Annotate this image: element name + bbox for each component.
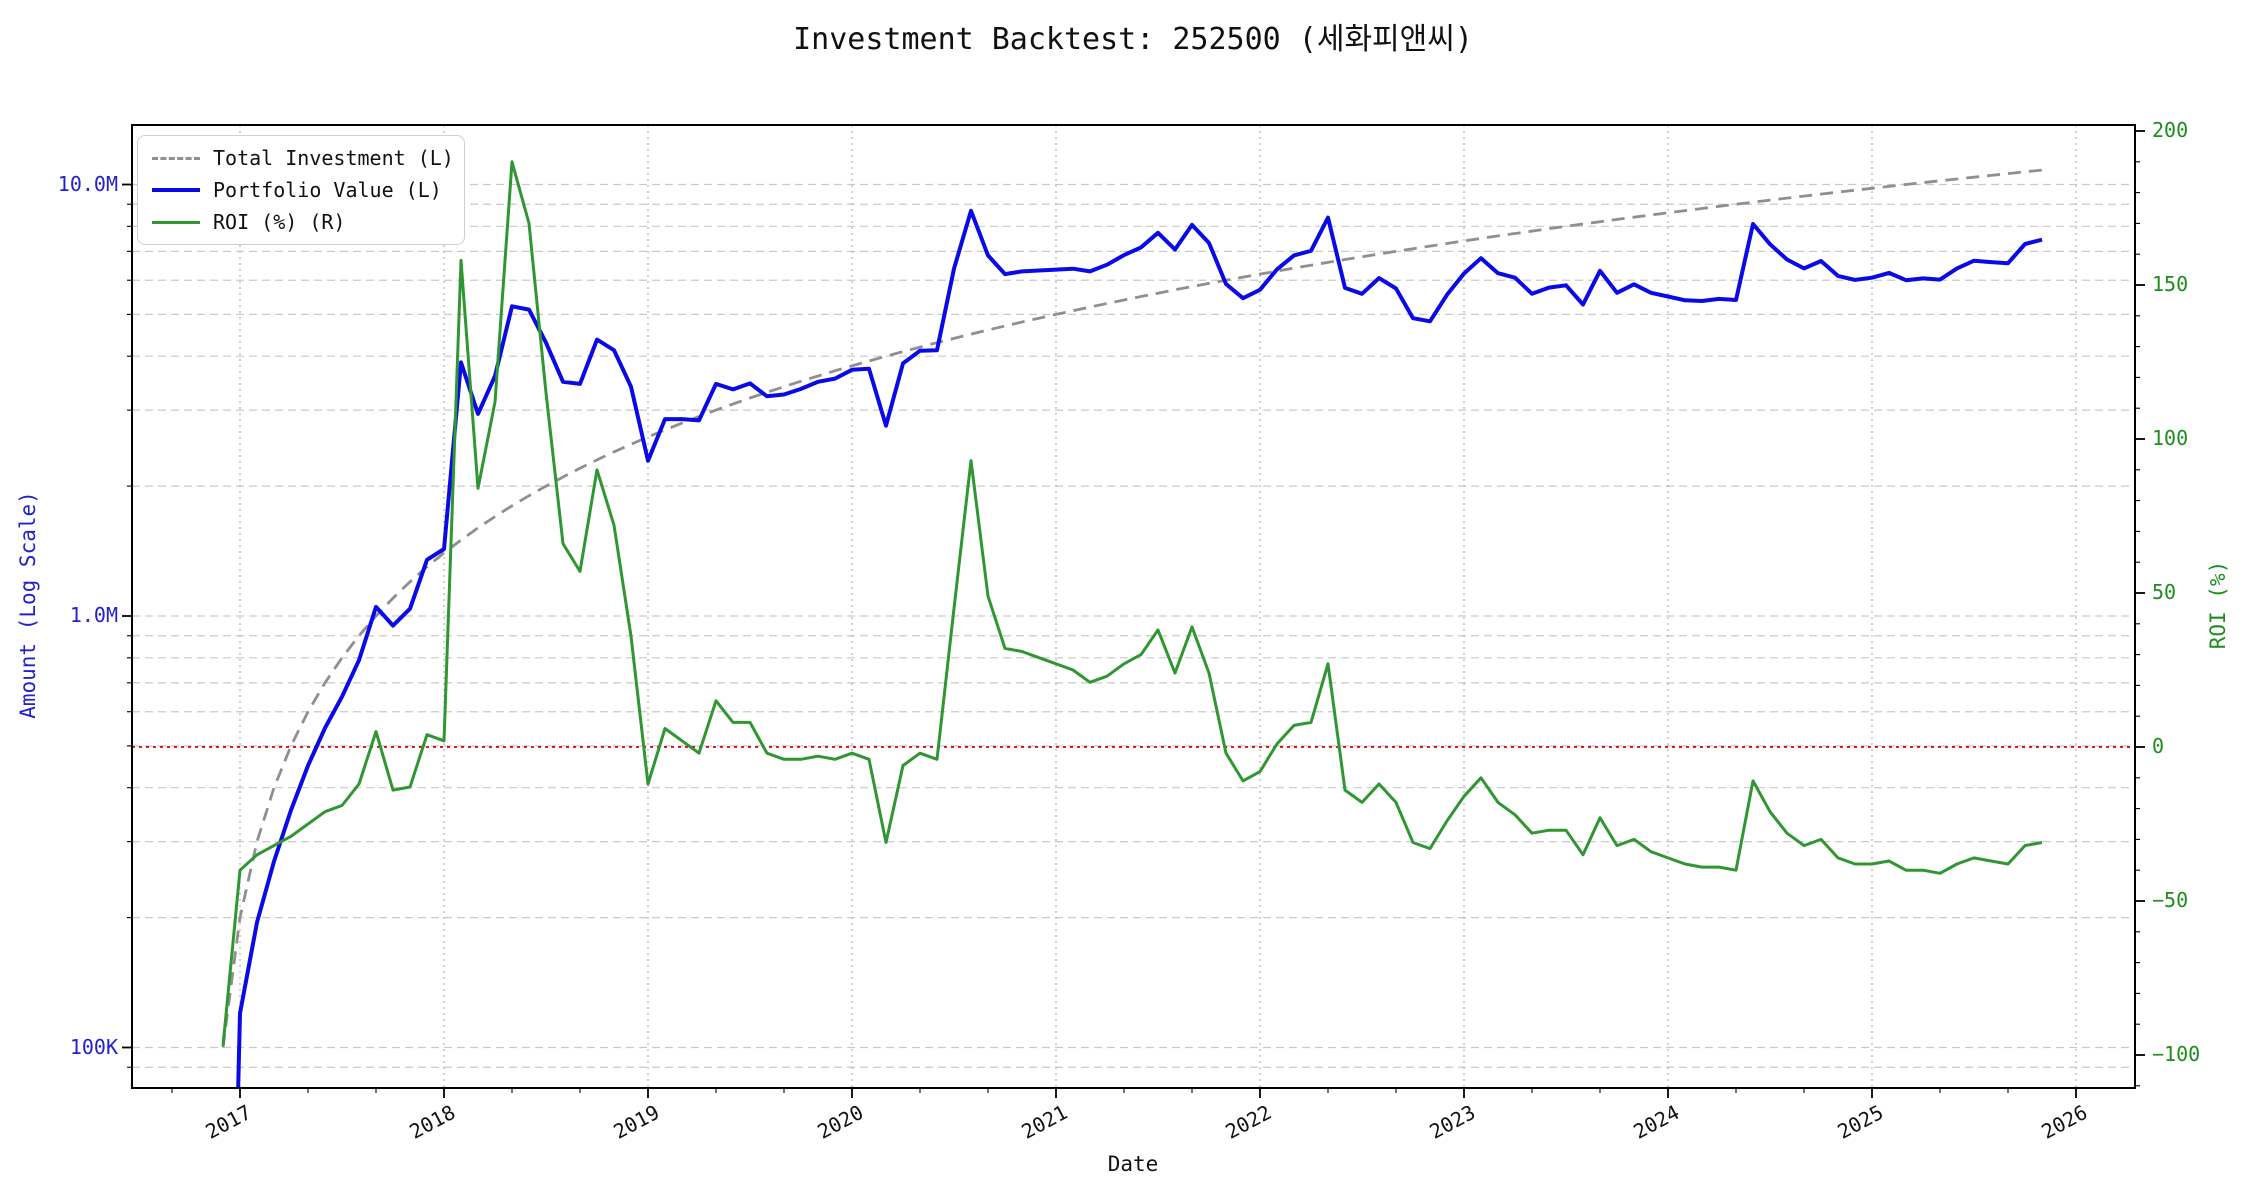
legend-label: ROI (%) (R) <box>213 210 346 234</box>
legend-swatch-green-line <box>152 220 200 224</box>
legend-item-portfolio-value: Portfolio Value (L) <box>152 174 450 206</box>
y-right-tick-label: 200 <box>2152 118 2189 142</box>
x-axis-label: Date <box>1107 1152 1159 1176</box>
legend-swatch-dashed-gray-line <box>152 156 200 160</box>
y-right-tick-label: 50 <box>2152 580 2177 604</box>
y-left-tick-label: 10.0M <box>57 171 118 196</box>
legend-item-total-investment: Total Investment (L) <box>152 142 454 174</box>
legend-label: Portfolio Value (L) <box>213 178 442 202</box>
legend: Total Investment (L) Portfolio Value (L)… <box>137 135 465 245</box>
y-right-tick-label: 150 <box>2152 272 2189 296</box>
y-right-tick-label: 100 <box>2152 426 2189 450</box>
chart-title: Investment Backtest: 252500 (세화피앤씨) <box>793 22 1473 57</box>
y-axis-right-label: ROI (%) <box>2206 560 2230 650</box>
y-left-tick-label: 100K <box>69 1034 118 1059</box>
legend-label: Total Investment (L) <box>213 146 454 170</box>
legend-swatch-blue-line <box>152 188 200 192</box>
y-left-tick-label: 1.0M <box>69 603 118 627</box>
y-right-tick-label: −50 <box>2152 888 2189 912</box>
y-right-tick-label: 0 <box>2152 734 2165 758</box>
y-right-tick-label: −100 <box>2152 1042 2201 1066</box>
legend-item-roi: ROI (%) (R) <box>152 206 450 238</box>
